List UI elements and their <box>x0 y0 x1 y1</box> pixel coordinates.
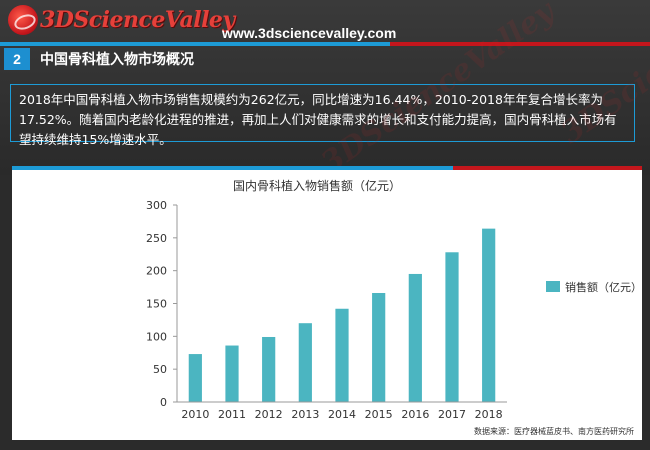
bar <box>225 345 239 402</box>
bar <box>408 273 422 402</box>
section-number: 2 <box>4 48 30 70</box>
bar <box>298 323 312 402</box>
site-url[interactable]: www.3dsciencevalley.com <box>222 25 397 41</box>
bar <box>262 336 276 402</box>
y-tick-label: 300 <box>146 199 167 212</box>
y-tick-label: 0 <box>160 396 167 409</box>
section-title: 中国骨科植入物市场概况 <box>40 52 194 68</box>
bar <box>482 228 496 402</box>
x-tick-label: 2013 <box>291 408 319 421</box>
source-note: 数据来源：医疗器械蓝皮书、南方医药研究所 <box>474 426 634 436</box>
bar <box>335 308 349 402</box>
chart-divider <box>12 166 642 170</box>
y-tick-label: 150 <box>146 298 167 311</box>
bar <box>188 354 202 402</box>
x-axis: 2010 2011 2012 2013 2014 2015 2016 2017 2018 <box>177 401 507 421</box>
chart-panel: 国内骨科植入物销售额（亿元） 0 50 100 150 200 250 300 2010 20… <box>12 170 642 440</box>
logo-globe-icon <box>8 5 38 35</box>
x-tick-label: 2010 <box>181 408 209 421</box>
bar <box>445 252 459 402</box>
x-tick-label: 2011 <box>218 408 246 421</box>
chart-title: 国内骨科植入物销售额（亿元） <box>233 178 401 193</box>
header-background <box>0 0 650 175</box>
header-divider <box>0 42 650 46</box>
bar <box>372 292 386 402</box>
logo-text: 3DScienceValley <box>40 7 235 33</box>
x-tick-label: 2016 <box>401 408 429 421</box>
x-tick-label: 2017 <box>438 408 466 421</box>
x-tick-label: 2012 <box>255 408 283 421</box>
legend-label: 销售额（亿元） <box>565 280 642 294</box>
x-tick-label: 2018 <box>475 408 503 421</box>
y-tick-label: 50 <box>153 363 167 376</box>
x-tick-label: 2014 <box>328 408 356 421</box>
legend: 销售额（亿元） <box>546 280 642 294</box>
y-axis: 0 50 100 150 200 250 300 <box>146 199 178 409</box>
bars <box>188 228 496 402</box>
y-tick-label: 250 <box>146 232 167 245</box>
x-tick-label: 2015 <box>365 408 393 421</box>
y-tick-label: 100 <box>146 330 167 343</box>
intro-text: 2018年中国骨科植入物市场销售规模约为262亿元，同比增速为16.44%，20… <box>10 84 635 147</box>
y-tick-label: 200 <box>146 265 167 278</box>
legend-swatch <box>546 281 560 292</box>
logo[interactable]: 3DScienceValley <box>8 4 235 36</box>
